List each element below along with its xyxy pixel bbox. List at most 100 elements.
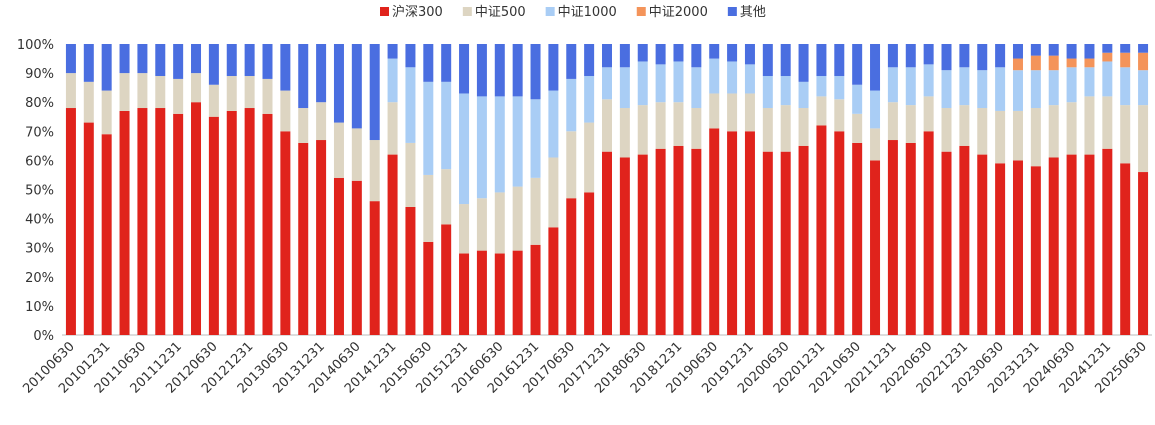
bar-segment (226, 110, 237, 336)
bar-segment (280, 44, 291, 91)
bar-segment (226, 44, 237, 77)
bar-segment (83, 122, 94, 335)
bar-segment (1048, 44, 1059, 56)
bar-segment (727, 131, 738, 335)
y-tick-label: 70% (25, 125, 54, 140)
y-tick-label: 40% (25, 213, 54, 228)
bar-segment (1102, 96, 1113, 149)
bar-segment (351, 180, 362, 335)
bar-segment (584, 122, 595, 193)
bar-segment (530, 177, 541, 245)
bar-segment (959, 67, 970, 106)
bar-segment (637, 44, 648, 62)
bar-segment (530, 44, 541, 100)
bar-segment (333, 122, 344, 178)
bar-segment (1048, 55, 1059, 71)
bar-segment (887, 140, 898, 335)
bar-segment (405, 67, 416, 143)
bar-segment (191, 102, 202, 335)
bar-segment (602, 67, 612, 100)
bar-segment (1030, 166, 1041, 335)
bar-segment (387, 102, 398, 155)
bar-segment (101, 90, 112, 135)
bar-segment (387, 154, 398, 335)
bar-segment (1012, 160, 1023, 335)
bar-segment (476, 44, 487, 97)
y-tick-label: 90% (25, 67, 54, 82)
bar-segment (602, 44, 612, 68)
bar-segment (1138, 172, 1149, 335)
bar-segment (405, 206, 416, 335)
bar-segment (995, 67, 1006, 111)
bar-segment (262, 78, 273, 114)
bar-segment (852, 113, 863, 143)
bar-segment (280, 131, 291, 335)
bar-segment (727, 61, 738, 94)
bar-segment (208, 84, 219, 117)
bar-segment (870, 160, 881, 335)
bar-segment (655, 102, 666, 149)
bar-segment (1138, 70, 1149, 106)
bar-segment (834, 99, 845, 132)
bar-segment (959, 145, 970, 335)
bar-segment (512, 96, 523, 187)
bar-segment (441, 81, 452, 170)
bar-segment (887, 44, 898, 68)
legend-swatch (380, 7, 389, 16)
bar-segment (369, 201, 380, 335)
bar-segment (298, 44, 309, 109)
bar-segment (333, 177, 344, 335)
bar-segment (744, 44, 755, 65)
bar-segment (1102, 61, 1113, 97)
bar-segment (208, 44, 219, 85)
legend-swatch (727, 7, 737, 16)
bar-segment (119, 110, 130, 336)
bar-segment (423, 174, 434, 242)
bar-segment (905, 44, 916, 68)
bar-segment (709, 93, 720, 129)
bar-segment (816, 96, 827, 126)
legend-label: 中证2000 (649, 5, 708, 20)
bar-segment (494, 44, 505, 97)
bar-segment (459, 44, 470, 94)
bar-segment (459, 253, 470, 335)
bar-segment (1138, 105, 1149, 173)
bar-segment (119, 44, 130, 74)
bar-segment (423, 44, 434, 82)
bar-segment (566, 198, 577, 335)
bar-segment (1066, 102, 1077, 155)
bar-segment (137, 108, 148, 336)
bar-segment (959, 105, 970, 146)
bar-segment (298, 142, 309, 335)
bar-segment (673, 102, 684, 146)
bar-segment (155, 44, 166, 77)
bar-segment (1030, 108, 1041, 167)
bar-segment (1120, 44, 1131, 53)
bar-segment (905, 105, 916, 143)
bar-segment (691, 67, 702, 109)
bar-segment (798, 108, 809, 146)
bar-segment (119, 73, 130, 111)
bar-segment (387, 44, 398, 59)
bar-segment (387, 58, 398, 103)
bar-segment (923, 131, 934, 335)
bar-segment (870, 128, 881, 161)
bar-segment (494, 192, 505, 254)
bar-segment (977, 44, 988, 71)
bar-segment (798, 81, 809, 109)
bar-segment (316, 140, 327, 335)
bar-segment (780, 151, 791, 335)
bar-segment (1030, 55, 1041, 71)
bar-segment (887, 102, 898, 141)
bar-segment (548, 227, 559, 335)
bar-segment (1066, 44, 1077, 59)
bar-segment (1012, 110, 1023, 161)
bar-segment (584, 76, 595, 123)
bar-segment (101, 44, 112, 91)
bar-segment (780, 44, 791, 77)
bar-segment (1084, 58, 1095, 68)
bar-segment (977, 108, 988, 155)
bar-segment (1012, 44, 1023, 59)
bar-segment (602, 99, 612, 152)
bar-segment (709, 58, 720, 94)
